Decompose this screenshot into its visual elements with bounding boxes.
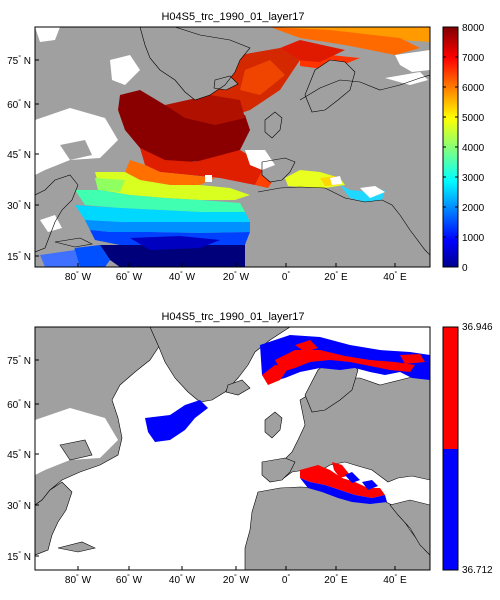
lat-tick-label: 45° N <box>7 148 31 161</box>
africa <box>245 187 430 267</box>
iceland <box>225 379 251 396</box>
iberia <box>261 457 296 483</box>
colorbar-low-class <box>443 449 458 570</box>
colorbar-tick-label: 36.946 <box>462 322 493 333</box>
colorbar-tick-label: 4000 <box>462 143 485 154</box>
colorbar-tick-label: 3000 <box>462 173 485 184</box>
longitude-ticks: 80° W 60° W 40° W 20° W 0° 20° E 40° E <box>65 263 407 283</box>
lon-tick-label: 20° E <box>324 270 348 283</box>
lon-tick-label: 80° W <box>65 573 92 586</box>
lon-tick-label: 40° E <box>383 270 407 283</box>
iceland <box>214 76 238 90</box>
lon-tick-label: 20° E <box>324 573 348 586</box>
colorbar-tick-label: 8000 <box>462 23 485 34</box>
cuba <box>55 238 92 247</box>
panel-title: H04S5_trc_1990_01_layer17 <box>161 11 304 23</box>
lon-tick-label: 20° W <box>223 270 250 283</box>
british-isles <box>265 112 282 138</box>
north-america-south <box>35 481 73 556</box>
lon-tick-label: 40° E <box>383 573 407 586</box>
british-isles <box>264 411 283 439</box>
arabia <box>389 499 430 556</box>
latitude-ticks: 75° N 60° N 45° N 30° N 15° N <box>7 54 39 263</box>
north-america-south <box>35 175 78 252</box>
lon-tick-label: 60° W <box>116 270 143 283</box>
lat-tick-label: 60° N <box>7 98 31 111</box>
panel-top: H04S5_trc_1990_01_layer17 <box>7 11 485 283</box>
lat-tick-label: 75° N <box>7 354 31 367</box>
map-frame <box>34 26 431 268</box>
colorbar-frame <box>442 326 459 571</box>
lat-tick-label: 75° N <box>7 54 31 67</box>
colorbar-high-class <box>443 327 458 449</box>
lon-tick-label: 0° <box>282 270 291 283</box>
lon-tick-label: 0° <box>282 573 291 586</box>
scandinavia <box>305 60 355 112</box>
colorbar-tick-label: 6000 <box>462 83 485 94</box>
panel-title: H04S5_trc_1990_01_layer17 <box>161 311 304 323</box>
colorbar-ticks: 36.946 36.712 <box>462 322 493 576</box>
lat-tick-label: 30° N <box>7 499 31 512</box>
classified-field <box>145 335 430 504</box>
greenland <box>149 327 291 403</box>
map-area <box>35 327 430 570</box>
lon-tick-label: 40° W <box>169 573 196 586</box>
lon-tick-label: 20° W <box>223 573 250 586</box>
lat-tick-label: 15° N <box>7 550 31 563</box>
lat-tick-label: 60° N <box>7 398 31 411</box>
missing-data <box>35 27 430 232</box>
latitude-ticks: 75° N 60° N 45° N 30° N 15° N <box>7 354 39 563</box>
colorbar: 8000 7000 6000 5000 4000 3000 2000 1000 0 <box>442 23 485 274</box>
coastlines <box>35 27 430 256</box>
colorbar-tick-label: 7000 <box>462 53 485 64</box>
colorbar: 36.946 36.712 <box>442 322 493 576</box>
cuba <box>57 541 96 553</box>
panel-bottom: H04S5_trc_1990_01_layer17 <box>7 311 493 586</box>
longitude-ticks: 80° W 60° W 40° W 20° W 0° 20° E 40° E <box>65 566 407 586</box>
lon-tick-label: 40° W <box>169 270 196 283</box>
colorbar-tick-label: 36.712 <box>462 565 493 576</box>
lat-tick-label: 15° N <box>7 250 31 263</box>
lat-tick-label: 45° N <box>7 448 31 461</box>
map-area <box>35 27 430 267</box>
map-frame <box>34 326 431 571</box>
colorbar-tick-label: 1000 <box>462 233 485 244</box>
lon-tick-label: 80° W <box>65 270 92 283</box>
colorbar-tick-label: 2000 <box>462 203 485 214</box>
colorbar-ticks: 8000 7000 6000 5000 4000 3000 2000 1000 0 <box>443 23 485 274</box>
arabia <box>390 200 430 255</box>
lat-tick-label: 30° N <box>7 199 31 212</box>
tracer-field <box>35 27 430 267</box>
lon-tick-label: 60° W <box>116 573 143 586</box>
colorbar-tick-label: 5000 <box>462 113 485 124</box>
colorbar-tick-label: 0 <box>462 263 468 274</box>
